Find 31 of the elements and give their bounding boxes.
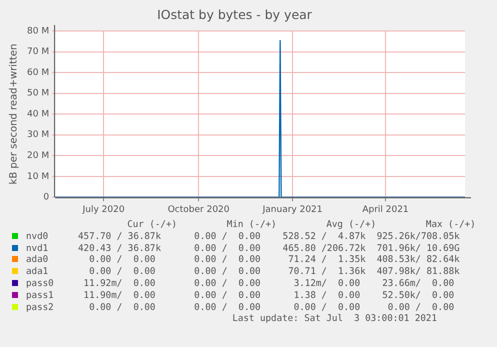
y-tick-label: 20 M	[27, 150, 50, 161]
y-tick-label: 40 M	[27, 109, 50, 120]
x-tick-label: October 2020	[168, 204, 230, 215]
text: Cur (-/+) Min (-/+) Avg (-/+) Max (-/+)	[126, 219, 476, 231]
y-tick-label: 10 M	[27, 172, 50, 182]
y-tick-label: 70 M	[27, 47, 50, 58]
legend-label: nvd1	[26, 242, 50, 254]
text: 11.92m/ 0.00 0.00 / 0.00 3.12m/ 0.00 23.66m/ 0.00	[82, 278, 454, 289]
y-tick-label: 50 M	[27, 88, 50, 99]
y-tick-label: 30 M	[27, 130, 50, 140]
y-tick-label: 0	[43, 192, 50, 203]
legend-label: pass2	[26, 302, 55, 314]
y-tick-label: 80 M	[27, 26, 50, 36]
legend-label: pass1	[26, 290, 55, 302]
y-axis-title: kB per second read+written	[8, 44, 20, 184]
x-tick-label: April 2021	[362, 204, 409, 215]
legend-label: ada0	[26, 254, 50, 266]
text: 0.00 / 0.00 0.00 / 0.00 70.71 / 1.36k 407.98k/ 81.88k	[88, 266, 460, 278]
text: 0.00 / 0.00 0.00 / 0.00 0.00 / 0.00 0.00 / 0.00	[88, 302, 454, 313]
text: 0.00 / 0.00 0.00 / 0.00 71.24 / 1.35k 408.53k/ 82.64k	[88, 254, 460, 266]
y-tick-label: 60 M	[27, 68, 50, 78]
x-tick-label: July 2020	[82, 204, 125, 215]
legend-label: nvd0	[26, 230, 50, 243]
legend-label: pass0	[26, 278, 55, 290]
chart-title: IOstat by bytes - by year	[157, 6, 313, 22]
legend-label: ada1	[26, 266, 50, 278]
text: 420.43 / 36.87k 0.00 / 0.00 465.80 /206.72k 701.96k/ 10.69G	[78, 242, 460, 254]
text: 457.70 / 36.87k 0.00 / 0.00 528.52 / 4.87k 925.26k/708.05k	[78, 230, 460, 242]
text: Last update: Sat Jul 3 03:00:01 2021	[231, 313, 438, 326]
x-tick-label: January 2021	[262, 204, 323, 215]
text: 11.90m/ 0.00 0.00 / 0.00 1.38 / 0.00 52.50k/ 0.00	[82, 290, 454, 301]
